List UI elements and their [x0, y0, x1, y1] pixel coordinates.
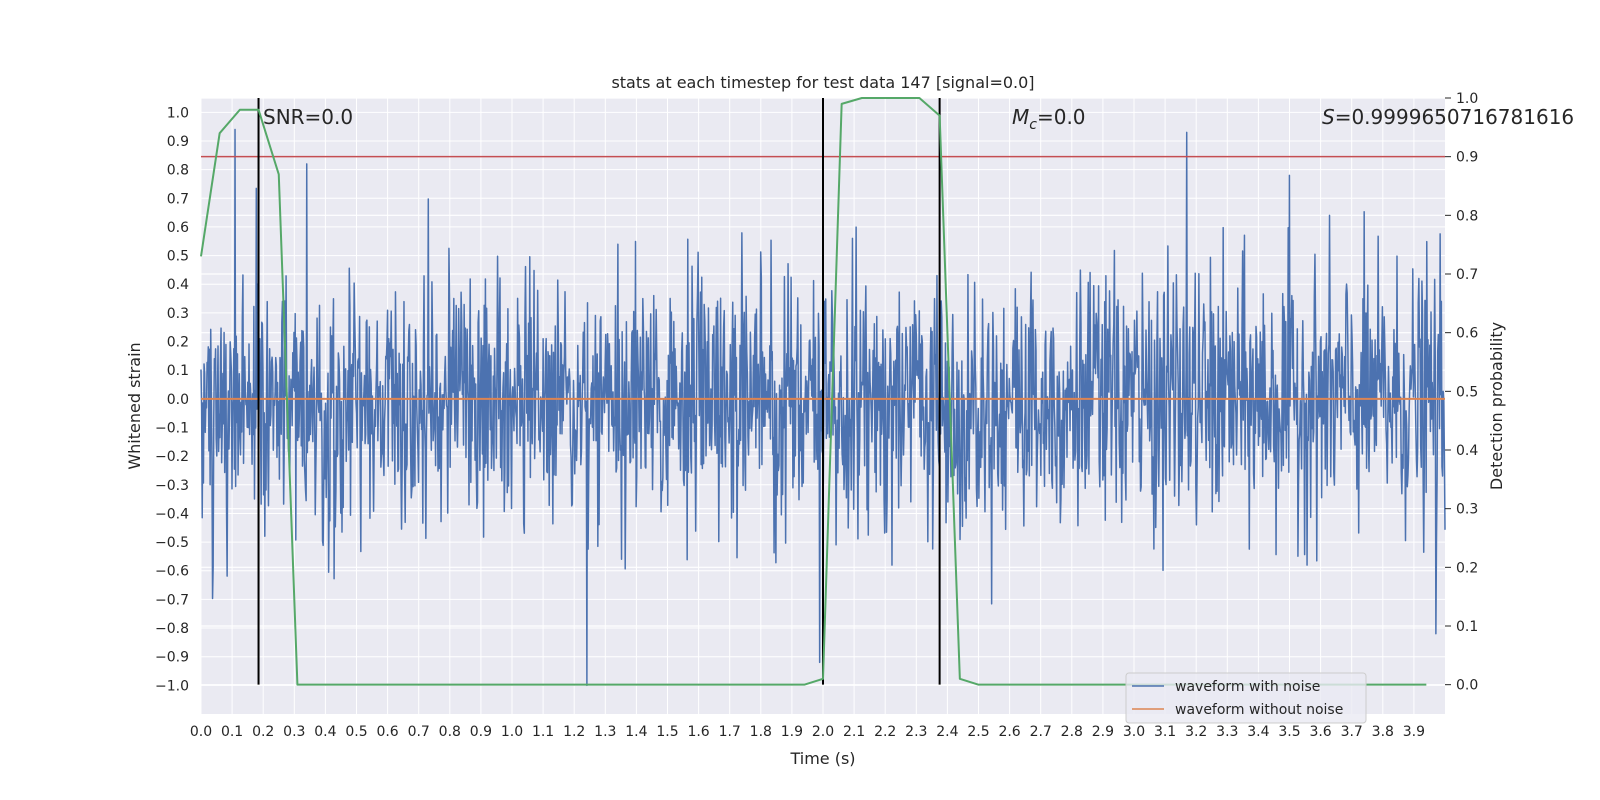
- x-tick-label: 0.4: [314, 724, 336, 740]
- y-tick-label: −0.7: [155, 592, 189, 608]
- x-tick-label: 0.2: [252, 724, 274, 740]
- y-tick-label: 0.1: [167, 363, 189, 379]
- probability-series-layer: [200, 97, 1427, 686]
- y-tick-label: −0.8: [155, 621, 189, 637]
- x-tick-label: 1.9: [781, 724, 803, 740]
- x-tick-label: 3.8: [1372, 724, 1394, 740]
- x-tick-label: 0.6: [376, 724, 398, 740]
- x-tick-label: 0.1: [221, 724, 243, 740]
- x-tick-label: 0.5: [345, 724, 367, 740]
- y-axis-label: Whitened strain: [125, 342, 144, 469]
- snr-annotation: SNR=0.0: [263, 105, 353, 129]
- mc-symbol: M: [1012, 105, 1029, 129]
- y-right-tick-labels: 1.0 0.9 0.8 0.7 0.6 0.5 0.4 0.3 0.2 0.1 0.0: [1445, 91, 1478, 694]
- x-tick-label: 2.0: [812, 724, 834, 740]
- x-tick-label: 1.3: [594, 724, 616, 740]
- x-tick-label: 2.6: [998, 724, 1020, 740]
- y-tick-label: −1.0: [155, 678, 189, 694]
- y-right-tick-label: 0.4: [1456, 443, 1478, 459]
- vertical-markers-layer: [257, 98, 941, 685]
- x-tick-label: 1.6: [687, 724, 709, 740]
- y-right-tick-label: 0.8: [1456, 208, 1478, 224]
- y-tick-label: 1.0: [167, 105, 189, 121]
- x-tick-label: 3.1: [1154, 724, 1176, 740]
- y-tick-label: 0.5: [167, 249, 189, 265]
- s-annotation: S=0.9999650716781616: [1322, 105, 1574, 129]
- x-tick-label: 3.0: [1123, 724, 1145, 740]
- y-tick-label: 0.8: [167, 163, 189, 179]
- x-tick-label: 2.2: [874, 724, 896, 740]
- legend-noise-label: waveform with noise: [1175, 679, 1320, 695]
- x-tick-label: 2.4: [936, 724, 958, 740]
- y-tick-label: 0.0: [167, 392, 189, 408]
- x-tick-label: 1.7: [719, 724, 741, 740]
- y-right-tick-label: 0.3: [1456, 502, 1478, 518]
- y-right-tick-label: 0.2: [1456, 560, 1478, 576]
- x-tick-label: 3.9: [1403, 724, 1425, 740]
- chart-title: stats at each timestep for test data 147…: [611, 73, 1034, 92]
- x-tick-label: 2.5: [967, 724, 989, 740]
- mc-subscript: c: [1029, 117, 1037, 133]
- y-tick-label: −0.3: [155, 478, 189, 494]
- s-value: =0.9999650716781616: [1335, 105, 1574, 129]
- y-tick-label: 0.7: [167, 191, 189, 207]
- y-right-tick-label: 0.7: [1456, 267, 1478, 283]
- legend: waveform with noise waveform without noi…: [1125, 672, 1367, 724]
- x-tick-label: 2.9: [1092, 724, 1114, 740]
- y-right-tick-label: 1.0: [1456, 91, 1478, 107]
- y-right-axis-label: Detection probability: [1487, 322, 1506, 490]
- s-symbol: S: [1322, 105, 1335, 129]
- legend-box: [1125, 672, 1367, 724]
- x-tick-label: 3.3: [1216, 724, 1238, 740]
- y-right-tick-label: 0.6: [1456, 326, 1478, 342]
- x-axis-label: Time (s): [789, 749, 855, 768]
- y-right-tick-label: 0.5: [1456, 384, 1478, 400]
- y-tick-label: 0.2: [167, 335, 189, 351]
- y-tick-label: −0.5: [155, 535, 189, 551]
- y-tick-label: 0.4: [167, 277, 189, 293]
- x-tick-label: 3.7: [1341, 724, 1363, 740]
- x-tick-label: 1.0: [501, 724, 523, 740]
- x-tick-label: 2.8: [1061, 724, 1083, 740]
- x-tick-label: 2.1: [843, 724, 865, 740]
- x-tick-label: 0.9: [470, 724, 492, 740]
- x-tick-label: 0.8: [439, 724, 461, 740]
- y-tick-label: −0.4: [155, 506, 189, 522]
- y-tick-label: 0.6: [167, 220, 189, 236]
- y-right-tick-label: 0.0: [1456, 678, 1478, 694]
- x-tick-label: 0.0: [190, 724, 212, 740]
- y-tick-label: 0.9: [167, 134, 189, 150]
- x-tick-label: 3.2: [1185, 724, 1207, 740]
- y-tick-label: −0.2: [155, 449, 189, 465]
- x-tick-label: 0.3: [283, 724, 305, 740]
- x-tick-label: 3.4: [1247, 724, 1269, 740]
- y-tick-labels: 1.0 0.9 0.8 0.7 0.6 0.5 0.4 0.3 0.2 0.1 0.0 −0.1 −0.…: [155, 105, 189, 694]
- x-tick-label: 2.7: [1030, 724, 1052, 740]
- y-tick-label: −0.6: [155, 564, 189, 580]
- y-right-tick-label: 0.9: [1456, 150, 1478, 166]
- x-tick-label: 1.2: [563, 724, 585, 740]
- x-tick-label: 1.4: [625, 724, 647, 740]
- x-tick-label: 2.3: [905, 724, 927, 740]
- x-tick-label: 1.8: [750, 724, 772, 740]
- x-tick-label: 1.5: [656, 724, 678, 740]
- legend-clean-label: waveform without noise: [1175, 702, 1343, 718]
- x-tick-label: 3.6: [1309, 724, 1331, 740]
- y-tick-label: −0.9: [155, 650, 189, 666]
- mc-value: =0.0: [1037, 105, 1086, 129]
- probability-series-line: [200, 97, 1427, 686]
- x-tick-label: 0.7: [408, 724, 430, 740]
- x-tick-label: 3.5: [1278, 724, 1300, 740]
- x-tick-labels: 0.0 0.1 0.2 0.3 0.4 0.5 0.6 0.7 0.8 0.9 1.0 1.1 1.2 1…: [190, 724, 1425, 740]
- x-tick-label: 1.1: [532, 724, 554, 740]
- y-tick-label: 0.3: [167, 306, 189, 322]
- y-tick-label: −0.1: [155, 420, 189, 436]
- mc-annotation: Mc=0.0: [1012, 105, 1086, 133]
- y-right-tick-label: 0.1: [1456, 619, 1478, 635]
